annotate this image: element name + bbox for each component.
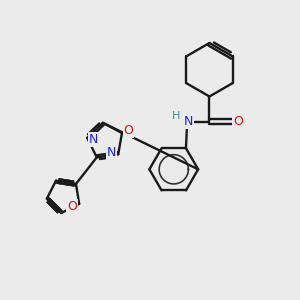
- Text: H: H: [172, 111, 180, 122]
- Text: O: O: [124, 124, 134, 136]
- Text: N: N: [184, 115, 193, 128]
- Text: O: O: [233, 115, 243, 128]
- Text: N: N: [107, 146, 116, 159]
- Text: O: O: [67, 200, 77, 213]
- Text: N: N: [89, 133, 98, 146]
